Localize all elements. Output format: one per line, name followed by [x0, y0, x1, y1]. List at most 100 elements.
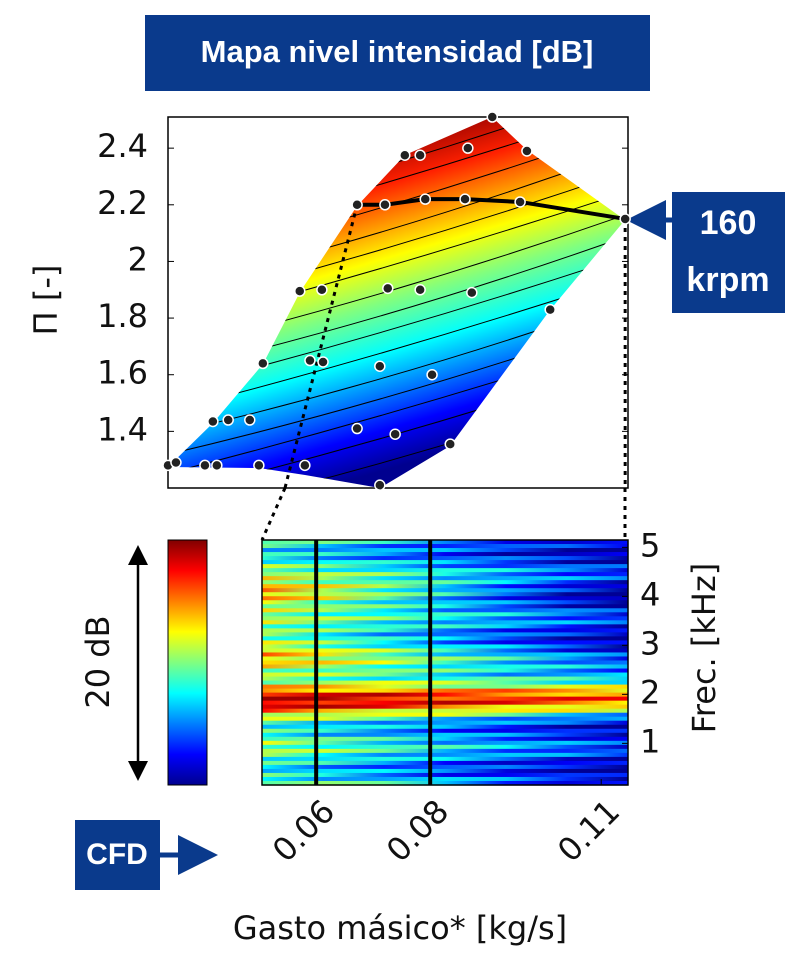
operating-point [351, 422, 363, 435]
heatmap-row [262, 720, 628, 726]
operating-point [419, 193, 432, 205]
heatmap-row [262, 728, 628, 734]
contour-line [168, 175, 625, 357]
colorbar [167, 539, 208, 786]
heatmap-row [262, 688, 628, 694]
heatmap-row [262, 644, 628, 650]
heatmap-row [262, 564, 628, 569]
x-tick-label: 0.11 [550, 792, 627, 869]
operating-point [389, 428, 401, 440]
contour-area [168, 117, 625, 488]
heatmap-row [262, 620, 628, 625]
heatmap-row [262, 680, 628, 686]
contour-line [168, 214, 625, 396]
operating-point [211, 459, 223, 472]
operating-point [382, 282, 394, 295]
operating-point [222, 414, 234, 426]
cfd-box [75, 820, 160, 890]
heatmap-row [262, 760, 628, 766]
heatmap-row [262, 740, 628, 746]
bottom-axes [261, 539, 629, 786]
x-axis-label: Gasto másico* [kg/s] [233, 909, 567, 947]
y-tick-label: 2 [640, 673, 660, 711]
heatmap [262, 540, 628, 786]
operating-point [486, 111, 499, 123]
colorbar-label: 20 dB [79, 615, 117, 708]
heatmap-row [262, 640, 628, 646]
heatmap-row [262, 600, 628, 605]
heatmap-row [262, 768, 628, 774]
operating-point [444, 438, 456, 450]
heatmap-row [262, 660, 628, 666]
y-tick-label: 5 [640, 526, 660, 564]
heatmap-row [262, 696, 628, 702]
operating-point [351, 199, 363, 211]
heatmap-row [262, 664, 628, 670]
heatmap-row [262, 748, 628, 754]
y-tick-label: 1.8 [97, 297, 148, 335]
link-line [283, 204, 359, 489]
y-tick-label: 4 [640, 575, 660, 613]
operating-point [426, 368, 438, 381]
heatmap-row [262, 648, 628, 654]
heatmap-row [262, 708, 628, 714]
speed-box [672, 192, 785, 313]
top-axes [167, 116, 629, 489]
heatmap-row [262, 624, 628, 629]
title: Mapa nivel intensidad [dB] [201, 34, 594, 69]
operating-point [462, 142, 474, 154]
heatmap-row [262, 632, 628, 637]
operating-point [521, 145, 533, 157]
heatmap-row [262, 776, 628, 782]
heatmap-row [262, 580, 628, 585]
operating-point [170, 456, 182, 469]
operating-point [414, 149, 426, 161]
heatmap-row [262, 732, 628, 738]
speed-label: krpm [686, 261, 769, 299]
heatmap-row [262, 560, 628, 565]
heatmap-row [262, 672, 628, 678]
y-tick-label: 3 [640, 624, 660, 662]
heatmap-row [262, 704, 628, 710]
operating-point [294, 285, 306, 297]
heatmap-row [262, 616, 628, 621]
heatmap-row [262, 684, 628, 690]
heatmap-row [262, 744, 628, 750]
operating-point [399, 149, 411, 161]
heatmap-row [262, 544, 628, 549]
heatmap-row [262, 568, 628, 573]
operating-point [316, 284, 328, 296]
operating-point [514, 196, 526, 208]
operating-point [466, 286, 478, 299]
y-tick-label: 1.4 [97, 410, 148, 448]
operating-point [459, 193, 471, 205]
heatmap-row [262, 724, 628, 730]
operating-point [374, 360, 386, 372]
link-line [260, 487, 287, 541]
heatmap-row [262, 552, 628, 557]
operating-point [304, 354, 316, 367]
operating-point [257, 357, 269, 370]
operating-point [207, 415, 219, 428]
heatmap-row [262, 656, 628, 662]
operating-point [414, 284, 426, 296]
x-tick-label: 0.06 [265, 792, 342, 869]
heatmap-row [262, 540, 628, 545]
operating-point [374, 479, 386, 491]
heatmap-row [262, 596, 628, 601]
cfd-label: CFD [86, 838, 148, 871]
heatmap-row [262, 636, 628, 642]
y-tick-label: 2 [128, 240, 148, 278]
operating-point [317, 356, 329, 368]
operating-point [619, 213, 631, 225]
heatmap-row [262, 548, 628, 553]
operating-point [544, 303, 556, 316]
heatmap-row [262, 608, 628, 613]
operating-point [379, 199, 391, 211]
operating-point [244, 414, 256, 426]
heatmap-row [262, 628, 628, 633]
heatmap-row [262, 612, 628, 617]
y-tick-label: 2.2 [97, 184, 148, 222]
heatmap-row [262, 756, 628, 762]
